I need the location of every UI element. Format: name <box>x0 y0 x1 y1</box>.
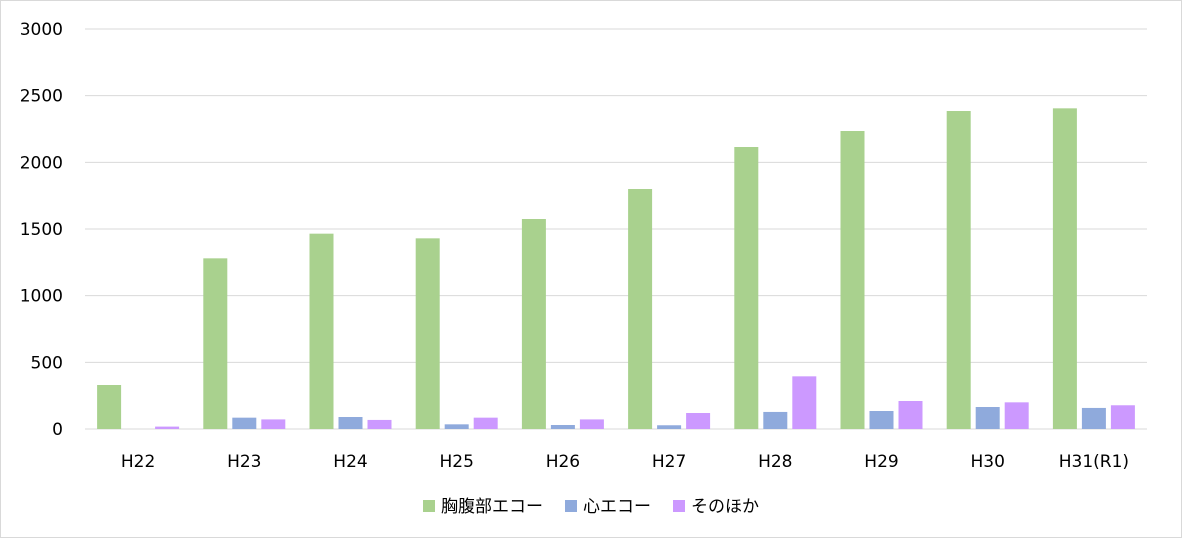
bar-H22-series-1 <box>97 385 122 429</box>
bar-H28-series-2 <box>763 411 788 429</box>
bar-H30-series-2 <box>975 407 1000 429</box>
y-tick-label: 0 <box>52 420 63 440</box>
legend-swatch <box>423 500 435 512</box>
legend-label: 胸腹部エコー <box>441 497 543 517</box>
x-tick-label: H26 <box>546 452 580 472</box>
bar-H26-series-1 <box>521 219 546 429</box>
bar-H25-series-3 <box>473 417 498 429</box>
bar-H26-series-2 <box>550 425 575 429</box>
x-axis-tick-labels: H22 H23 H24 H25 H26 H27 H28 H29 H30 H31(R1) <box>121 452 1129 472</box>
legend-label: 心エコー <box>583 497 651 517</box>
bar-H25-series-2 <box>444 424 469 429</box>
legend-swatch <box>565 500 577 512</box>
bar-H27-series-3 <box>686 413 711 429</box>
bar-H23-series-3 <box>261 419 286 429</box>
bar-H27-series-1 <box>628 189 653 429</box>
x-tick-label: H23 <box>227 452 261 472</box>
bar-H24-series-3 <box>367 419 392 429</box>
bar-H29-series-2 <box>869 411 894 429</box>
bar-H30-series-3 <box>1004 402 1029 429</box>
bar-H29-series-3 <box>898 401 923 429</box>
y-tick-label: 3000 <box>20 20 63 40</box>
x-tick-label: H31(R1) <box>1059 452 1129 472</box>
x-tick-label: H30 <box>970 452 1004 472</box>
y-axis-tick-labels: 0 500 1000 1500 2000 2500 3000 <box>20 20 63 440</box>
bar-H22-series-3 <box>155 426 180 429</box>
bar-H24-series-2 <box>338 417 363 429</box>
bar-H23-series-2 <box>232 417 257 429</box>
legend: 胸腹部エコー 心エコー そのほか <box>423 497 759 517</box>
y-tick-label: 2500 <box>20 87 63 107</box>
x-tick-label: H29 <box>864 452 898 472</box>
bar-H28-series-1 <box>734 147 759 429</box>
bar-H24-series-1 <box>309 233 334 429</box>
bar-H26-series-3 <box>579 419 604 429</box>
y-tick-label: 2000 <box>20 153 63 173</box>
bar-H29-series-1 <box>840 131 865 429</box>
legend-swatch <box>673 500 685 512</box>
x-tick-label: H25 <box>439 452 473 472</box>
bar-H30-series-1 <box>946 111 971 429</box>
bar-H28-series-3 <box>792 376 817 429</box>
y-tick-label: 500 <box>31 353 63 373</box>
y-tick-label: 1500 <box>20 220 63 240</box>
bar-H23-series-1 <box>203 258 228 429</box>
y-tick-label: 1000 <box>20 287 63 307</box>
bar-H31(R1)-series-2 <box>1081 407 1106 429</box>
x-tick-label: H28 <box>758 452 792 472</box>
bar-H31(R1)-series-1 <box>1052 108 1077 429</box>
x-tick-label: H27 <box>652 452 686 472</box>
bar-H25-series-1 <box>415 238 440 429</box>
bar-H31(R1)-series-3 <box>1110 405 1135 429</box>
gridlines <box>85 28 1147 430</box>
bar-H27-series-2 <box>657 425 682 429</box>
x-tick-label: H24 <box>333 452 367 472</box>
bars <box>97 108 1135 429</box>
x-tick-label: H22 <box>121 452 155 472</box>
legend-label: そのほか <box>691 497 759 517</box>
